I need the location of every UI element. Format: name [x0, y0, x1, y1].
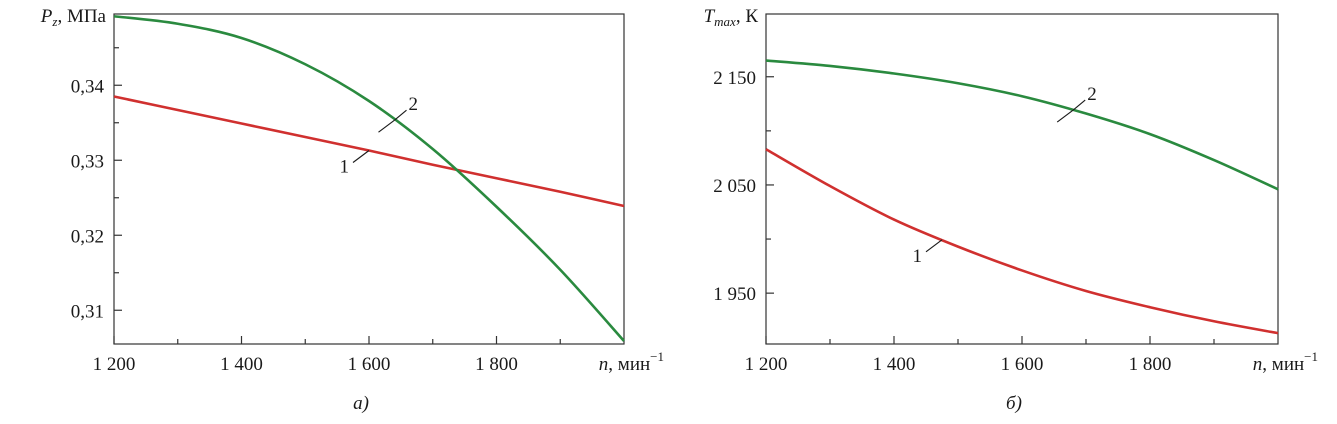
series-1-line — [765, 148, 1279, 335]
x-tick-label: 1 200 — [745, 354, 788, 375]
x-axis-title: n, мин−1 — [1253, 349, 1318, 375]
y-tick-label: 0,32 — [71, 226, 104, 247]
x-axis-unit: , мин — [608, 354, 650, 375]
y-axis-symbol: T — [704, 6, 716, 27]
x-tick-label: 1 600 — [348, 354, 391, 375]
curve-label-leader — [394, 109, 407, 121]
panel-caption: а) — [353, 393, 369, 414]
curve-label-2: 2 — [409, 94, 419, 115]
curve-label-leader — [925, 239, 943, 253]
y-tick-label: 1 950 — [713, 284, 756, 305]
x-tick-label: 1 400 — [220, 354, 263, 375]
x-tick-label: 1 400 — [873, 354, 916, 375]
curve-label-2: 2 — [1087, 84, 1097, 105]
y-tick-label: 2 050 — [713, 176, 756, 197]
chart-panel-b: 1 200 1 400 1 600 1 800 1 950 2 050 2 150 Tmax,… — [704, 6, 1318, 414]
y-axis-subscript: z — [51, 14, 57, 29]
curve-label-1: 1 — [340, 157, 350, 178]
x-tick-label: 1 600 — [1001, 354, 1044, 375]
x-axis-unit: , мин — [1262, 354, 1304, 375]
x-axis-symbol: n — [599, 354, 609, 375]
x-axis-exponent: −1 — [1304, 349, 1318, 364]
y-axis-unit: , МПа — [57, 6, 106, 27]
curve-label-leader — [378, 119, 395, 133]
y-tick-label: 2 150 — [713, 68, 756, 89]
x-axis-symbol: n — [1253, 354, 1263, 375]
y-axis-subscript: max — [714, 14, 736, 29]
series-1-line — [113, 95, 625, 208]
x-tick-label: 1 200 — [93, 354, 136, 375]
y-axis-unit: , К — [736, 6, 759, 27]
y-tick-label: 0,31 — [71, 301, 104, 322]
x-tick-label: 1 800 — [475, 354, 518, 375]
plot-frame — [113, 13, 625, 345]
panel-caption: б) — [1006, 393, 1022, 414]
curve-label-leader — [1056, 109, 1074, 123]
series-2-line — [765, 59, 1279, 191]
y-axis-symbol: P — [40, 6, 53, 27]
series-2-line — [113, 14, 625, 342]
y-tick-label: 0,34 — [71, 76, 105, 97]
plot-frame — [765, 13, 1279, 345]
y-axis-title: Pz, МПа — [40, 6, 107, 29]
x-tick-label: 1 800 — [1129, 354, 1172, 375]
x-axis-exponent: −1 — [650, 349, 664, 364]
curve-label-1: 1 — [913, 246, 923, 267]
y-axis-title: Tmax, К — [704, 6, 759, 29]
x-axis-title: n, мин−1 — [599, 349, 664, 375]
chart-panel-a: 1 200 1 400 1 600 1 8000,310,320,330,34Pz, … — [40, 6, 664, 414]
y-tick-label: 0,33 — [71, 151, 104, 172]
curve-label-leader — [352, 150, 370, 163]
curve-label-leader — [1072, 99, 1086, 111]
